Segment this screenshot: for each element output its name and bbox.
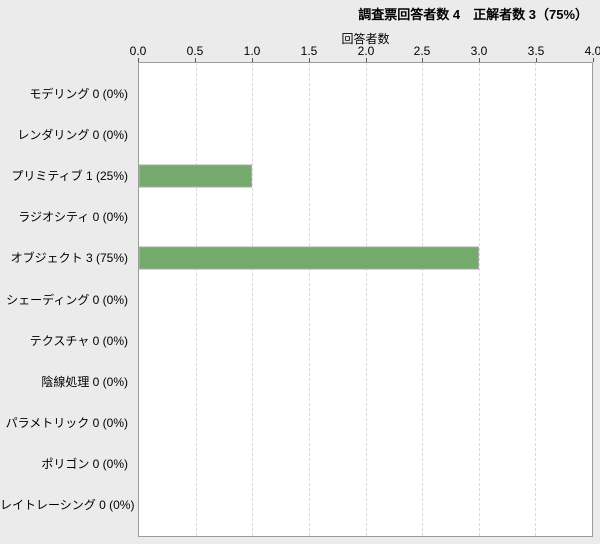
- bar: [139, 246, 479, 270]
- bar-track: [139, 278, 592, 319]
- x-tick-mark: [536, 58, 537, 62]
- category-label: プリミティブ 1 (25%): [11, 169, 128, 184]
- x-tick-mark: [252, 58, 253, 62]
- x-tick-mark: [195, 58, 196, 62]
- gridline: [422, 63, 423, 536]
- plot-area: [138, 62, 593, 537]
- x-tick-mark: [309, 58, 310, 62]
- category-label: パラメトリック 0 (0%): [5, 415, 128, 430]
- gridline: [535, 63, 536, 536]
- x-tick-label: 3.5: [527, 44, 545, 58]
- bar: [139, 164, 252, 188]
- category-row: ラジオシティ 0 (0%): [0, 196, 600, 237]
- bar-track: [139, 196, 592, 237]
- bar-track: [139, 320, 592, 361]
- gridline: [196, 63, 197, 536]
- bar-track: [139, 237, 592, 278]
- x-tick-label: 0.5: [186, 44, 204, 58]
- bar-track: [139, 443, 592, 484]
- category-label: ポリゴン 0 (0%): [41, 456, 128, 471]
- category-row: シェーディング 0 (0%): [0, 278, 600, 319]
- category-label: モデリング 0 (0%): [29, 87, 128, 102]
- category-label: レンダリング 0 (0%): [17, 128, 128, 143]
- gridline: [252, 63, 253, 536]
- category-label: シェーディング 0 (0%): [6, 292, 128, 307]
- gridline: [309, 63, 310, 536]
- x-tick-label: 0.0: [129, 44, 147, 58]
- x-tick-label: 1.0: [243, 44, 261, 58]
- category-label: レイトレーシング 0 (0%): [0, 497, 135, 512]
- x-tick-label: 2.0: [357, 44, 375, 58]
- x-tick-mark: [479, 58, 480, 62]
- x-tick-mark: [138, 58, 139, 62]
- category-row: レイトレーシング 0 (0%): [0, 484, 600, 525]
- category-row: テクスチャ 0 (0%): [0, 320, 600, 361]
- gridline: [366, 63, 367, 536]
- x-tick-label: 2.5: [413, 44, 431, 58]
- bar-track: [139, 155, 592, 196]
- category-label: ラジオシティ 0 (0%): [18, 210, 128, 225]
- bar-track: [139, 484, 592, 525]
- bar-track: [139, 73, 592, 114]
- category-row: モデリング 0 (0%): [0, 73, 600, 114]
- x-tick-mark: [366, 58, 367, 62]
- x-tick-label: 3.0: [470, 44, 488, 58]
- category-row: 陰線処理 0 (0%): [0, 361, 600, 402]
- x-axis-title: 回答者数: [341, 32, 390, 46]
- x-tick-mark: [593, 58, 594, 62]
- category-rows: モデリング 0 (0%) レンダリング 0 (0%) プリミティブ 1 (25%) ラ…: [0, 73, 600, 525]
- category-row: オブジェクト 3 (75%): [0, 237, 600, 278]
- bar-track: [139, 402, 592, 443]
- x-tick-label: 1.5: [300, 44, 318, 58]
- gridline: [479, 63, 480, 536]
- category-label: テクスチャ 0 (0%): [29, 333, 128, 348]
- x-tick-mark: [422, 58, 423, 62]
- category-row: プリミティブ 1 (25%): [0, 155, 600, 196]
- bar-track: [139, 361, 592, 402]
- category-label: 陰線処理 0 (0%): [41, 374, 128, 389]
- category-row: レンダリング 0 (0%): [0, 114, 600, 155]
- chart-title: 調査票回答者数 4 正解者数 3（75%）: [358, 7, 588, 22]
- category-row: パラメトリック 0 (0%): [0, 402, 600, 443]
- category-row: ポリゴン 0 (0%): [0, 443, 600, 484]
- category-label: オブジェクト 3 (75%): [10, 251, 128, 266]
- bar-track: [139, 114, 592, 155]
- x-tick-label: 4.0: [584, 44, 600, 58]
